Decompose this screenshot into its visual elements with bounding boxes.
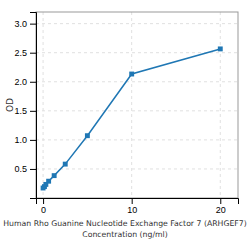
y-axis: 0.5 1.0 1.5 2.0 2.5 3.0 — [14, 13, 36, 199]
tick-label: 0.5 — [14, 164, 27, 174]
tick: 1.5 — [14, 106, 36, 116]
tick: 0 — [41, 198, 46, 215]
tick-mark — [220, 198, 221, 204]
tick-label: 2.0 — [14, 77, 27, 87]
x-axis: 0 10 20 — [37, 198, 239, 215]
tick-mark — [30, 169, 36, 170]
marker — [129, 72, 134, 77]
tick-label: 10 — [127, 205, 137, 215]
plot-frame — [36, 12, 238, 198]
grid-line-y — [36, 168, 238, 169]
tick-label: 20 — [216, 205, 226, 215]
grid-line-x — [43, 12, 44, 198]
axis-line — [37, 199, 239, 205]
tick-label: 1.0 — [14, 135, 27, 145]
chart: 0 10 20 0.5 1.0 1.5 2.0 2.5 3.0 Human Rho Guanine… — [0, 0, 250, 250]
grid-line-x — [220, 12, 221, 198]
tick: 2.5 — [14, 48, 36, 58]
marker — [46, 179, 51, 184]
tick-mark — [30, 82, 36, 83]
grid-line-y — [36, 23, 238, 24]
tick: 2.0 — [14, 77, 36, 87]
tick-mark — [43, 198, 44, 204]
tick-label: 2.5 — [14, 48, 27, 58]
tick-mark — [30, 111, 36, 112]
tick: 20 — [216, 198, 226, 215]
grid-line-y — [36, 139, 238, 140]
tick: 10 — [127, 198, 137, 215]
tick: 3.0 — [14, 19, 36, 29]
tick-mark — [30, 24, 36, 25]
plot-area: 0 10 20 0.5 1.0 1.5 2.0 2.5 3.0 — [14, 12, 238, 215]
y-axis-label: OD — [5, 98, 15, 112]
marker — [63, 162, 68, 167]
tick: 1.0 — [14, 135, 36, 145]
tick-mark — [30, 53, 36, 54]
grid — [36, 12, 238, 198]
tick-label: 3.0 — [14, 19, 27, 29]
x-axis-label: Human Rho Guanine Nucleotide Exchange Fa… — [3, 219, 247, 239]
tick-label: 0 — [41, 205, 46, 215]
tick-label: 1.5 — [14, 106, 27, 116]
grid-line-x — [131, 12, 132, 198]
grid-line-y — [36, 110, 238, 111]
axis-line — [30, 13, 37, 199]
marker — [85, 133, 90, 138]
tick-mark — [132, 198, 133, 204]
marker — [218, 46, 223, 51]
marks — [41, 46, 223, 190]
marker — [52, 173, 57, 178]
grid-line-y — [36, 81, 238, 82]
line — [43, 49, 220, 188]
tick-mark — [30, 140, 36, 141]
tick: 0.5 — [14, 164, 36, 174]
